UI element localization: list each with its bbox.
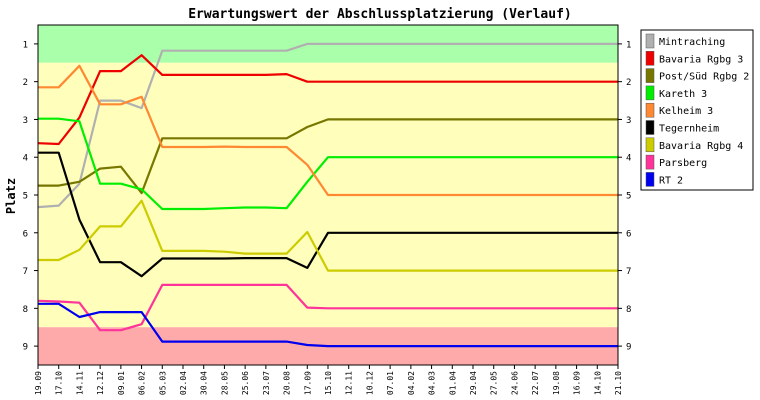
x-ticks: 19.09 17.10 14.11 12.12 09.01 06.02 05.03 02.04… [34,365,623,395]
series-line-8 [38,302,618,348]
legend-box [640,29,754,191]
legend-swatch-8 [645,172,655,187]
y-ticks-left: 1 2 3 4 5 6 7 8 9 [23,40,38,353]
x-tick-label-8: 30.04 [200,371,209,395]
x-tick-label-2: 14.11 [75,371,84,395]
x-tick-label-26: 16.09 [573,371,582,395]
x-tick-label-10: 25.06 [241,371,250,395]
x-tick-label-11: 23.07 [262,371,271,395]
x-tick-label-18: 04.02 [407,371,416,395]
y-tick-label-right-0: 1 [626,40,631,50]
y-ticks-right: 1 2 3 4 5 6 7 8 9 [618,40,631,353]
legend-label-6: Bavaria Rgbg 4 [659,141,743,152]
y-tick-label-left-4: 5 [23,192,28,202]
y-tick-label-right-7: 8 [626,305,631,315]
y-tick-label-left-6: 7 [23,267,28,277]
y-tick-label-left-5: 6 [23,229,28,239]
y-tick-label-left-7: 8 [23,305,28,315]
x-tick-label-7: 02.04 [179,371,188,395]
y-tick-label-left-1: 2 [23,78,28,88]
series-lines [37,42,618,348]
x-tick-label-22: 27.05 [490,371,499,395]
x-tick-label-21: 29.04 [469,371,478,395]
y-tick-label-left-2: 3 [23,116,28,126]
y-tick-label-right-6: 7 [626,267,631,277]
legend-label-8: RT 2 [659,175,683,186]
y-tick-label-right-4: 5 [626,192,631,202]
series-line-0 [37,42,618,209]
x-tick-label-12: 20.08 [283,371,292,395]
chart-title: Erwartungswert der Abschlussplatzierung … [188,7,572,22]
x-tick-label-17: 07.01 [386,371,395,395]
legend-label-2: Post/Süd Rgbg 2 [659,72,749,83]
x-tick-label-13: 17.09 [303,371,312,395]
x-tick-label-1: 17.10 [55,371,64,395]
x-tick-label-20: 01.04 [448,371,457,395]
x-tick-label-27: 14.10 [593,371,602,395]
legend-swatch-3 [645,85,655,101]
legend-label-5: Tegernheim [659,124,719,135]
y-tick-label-right-2: 3 [626,116,631,126]
series-line-3 [38,117,618,211]
x-tick-label-5: 06.02 [138,371,147,395]
y-tick-label-right-5: 6 [626,229,631,239]
legend-swatch-1 [645,51,655,66]
legend-swatch-0 [645,33,655,49]
y-tick-label-right-3: 4 [626,154,631,164]
series-line-4 [38,64,618,197]
legend-swatch-4 [645,102,655,118]
series-line-6 [38,199,618,272]
legend: Mintraching Bavaria Rgbg 3 Post/Süd Rgbg 2… [640,29,754,191]
y-tick-label-left-0: 1 [23,40,28,50]
legend-label-0: Mintraching [659,37,725,48]
x-tick-label-25: 19.08 [552,371,561,395]
y-tick-label-right-8: 9 [626,343,631,353]
x-tick-label-4: 09.01 [117,371,126,395]
x-tick-label-28: 21.10 [614,371,623,395]
legend-label-7: Parsberg [659,158,707,169]
x-tick-label-23: 24.06 [510,371,519,395]
y-tick-label-left-8: 9 [23,343,28,353]
series-line-5 [38,151,618,278]
x-tick-label-16: 10.12 [365,371,374,395]
y-tick-label-right-1: 2 [626,78,631,88]
y-axis-label: Platz [4,178,18,214]
legend-label-3: Kareth 3 [659,89,707,100]
x-tick-label-15: 12.11 [345,371,354,395]
legend-swatch-7 [645,154,655,170]
legend-label-1: Bavaria Rgbg 3 [659,54,743,65]
x-tick-label-0: 19.09 [34,371,43,395]
series-line-2 [38,118,618,195]
series-line-7 [37,283,618,332]
legend-swatch-2 [645,68,655,83]
legend-swatch-6 [645,137,655,153]
x-tick-label-19: 04.03 [428,371,437,395]
legend-swatch-5 [645,120,655,135]
x-tick-label-14: 15.10 [324,371,333,395]
x-tick-label-6: 05.03 [158,371,167,395]
y-tick-label-left-3: 4 [23,154,28,164]
series-line-1 [37,54,618,146]
x-tick-label-24: 22.07 [531,371,540,395]
x-tick-label-3: 12.12 [96,371,105,395]
x-tick-label-9: 28.05 [220,371,229,395]
legend-label-4: Kelheim 3 [659,106,713,117]
